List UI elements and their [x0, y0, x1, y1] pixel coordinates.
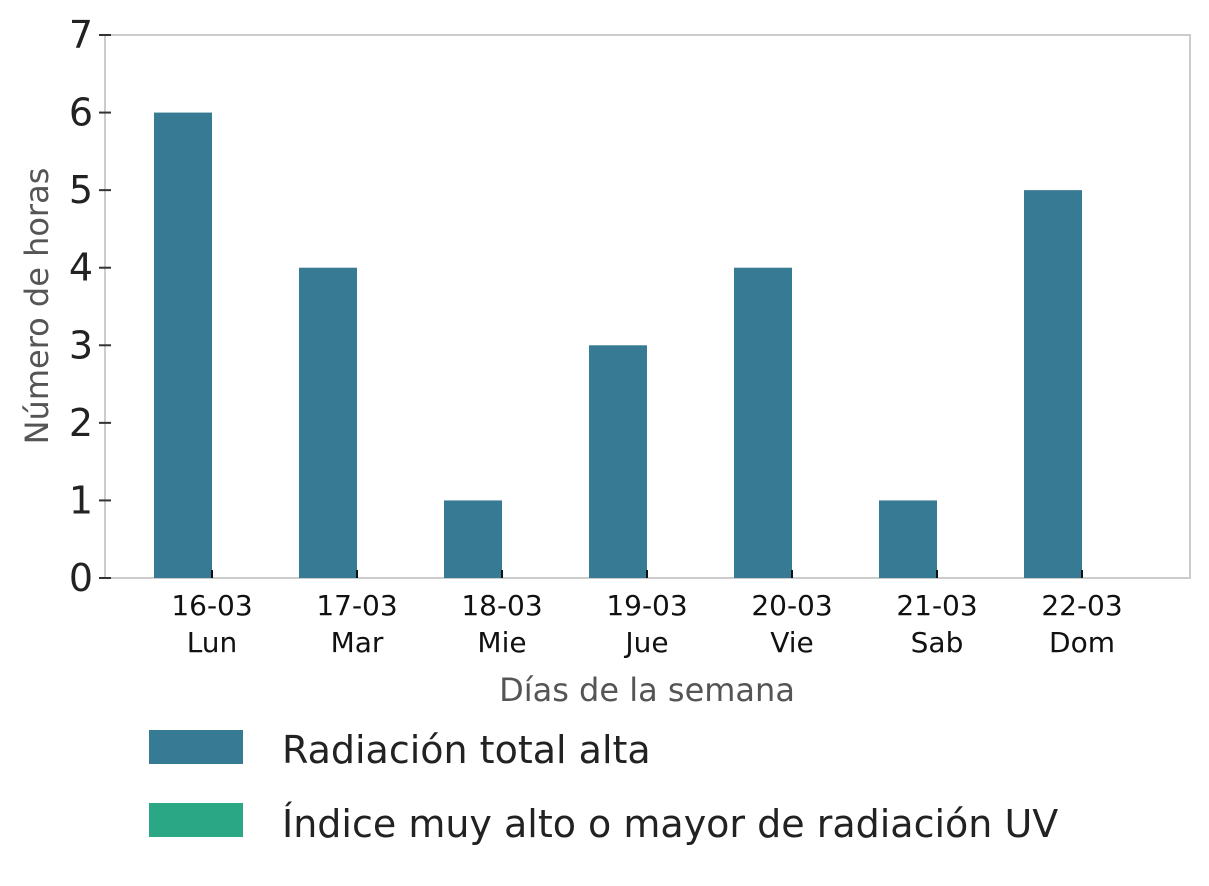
y-tick-label: 4: [69, 246, 93, 290]
x-tick-date-label: 20-03: [751, 589, 832, 622]
bar-radiacion-total-21-03: [879, 500, 937, 578]
x-tick-date-label: 16-03: [171, 589, 252, 622]
legend-label-radiacion-total: Radiación total alta: [282, 728, 651, 772]
x-tick-day-label: Sab: [911, 626, 964, 659]
x-tick-day-label: Mie: [477, 626, 526, 659]
bar-radiacion-total-20-03: [734, 267, 792, 578]
legend-swatch-indice-uv: [149, 803, 243, 837]
y-tick-label: 5: [69, 168, 93, 212]
y-tick-label: 2: [69, 401, 93, 445]
legend-swatch-radiacion-total: [149, 730, 243, 764]
y-tick-label: 7: [69, 13, 93, 57]
y-tick-label: 6: [69, 91, 93, 135]
y-tick-label: 0: [69, 556, 93, 600]
x-tick-date-label: 17-03: [316, 589, 397, 622]
y-axis-label: Número de horas: [18, 168, 56, 445]
x-tick-day-label: Lun: [187, 626, 238, 659]
y-axis-ticks: 0 1 2 3 4 5 6 7: [69, 13, 111, 600]
x-tick-day-label: Vie: [770, 626, 814, 659]
bar-radiacion-total-16-03: [154, 112, 212, 579]
bar-radiacion-total-19-03: [589, 345, 647, 578]
y-tick-label: 3: [69, 323, 93, 367]
x-tick-date-label: 18-03: [461, 589, 542, 622]
x-tick-date-label: 21-03: [896, 589, 977, 622]
legend: Radiación total alta Índice muy alto o m…: [149, 728, 1058, 846]
x-tick-date-label: 22-03: [1041, 589, 1122, 622]
x-axis-ticks: 16-03 Lun 17-03 Mar 18-03 Mie 19-03 Jue 20-03 Vie…: [171, 570, 1123, 659]
legend-label-indice-uv: Índice muy alto o mayor de radiación UV: [282, 802, 1058, 846]
y-tick-label: 1: [69, 478, 93, 522]
bar-radiacion-total-18-03: [444, 500, 502, 578]
x-tick-day-label: Mar: [331, 626, 384, 659]
x-tick-date-label: 19-03: [606, 589, 687, 622]
x-axis-label: Días de la semana: [499, 671, 795, 709]
bars-group: [154, 112, 1082, 579]
bar-radiacion-total-22-03: [1024, 190, 1082, 578]
x-tick-day-label: Dom: [1049, 626, 1115, 659]
x-tick-day-label: Jue: [623, 626, 668, 659]
bar-radiacion-total-17-03: [299, 267, 357, 578]
